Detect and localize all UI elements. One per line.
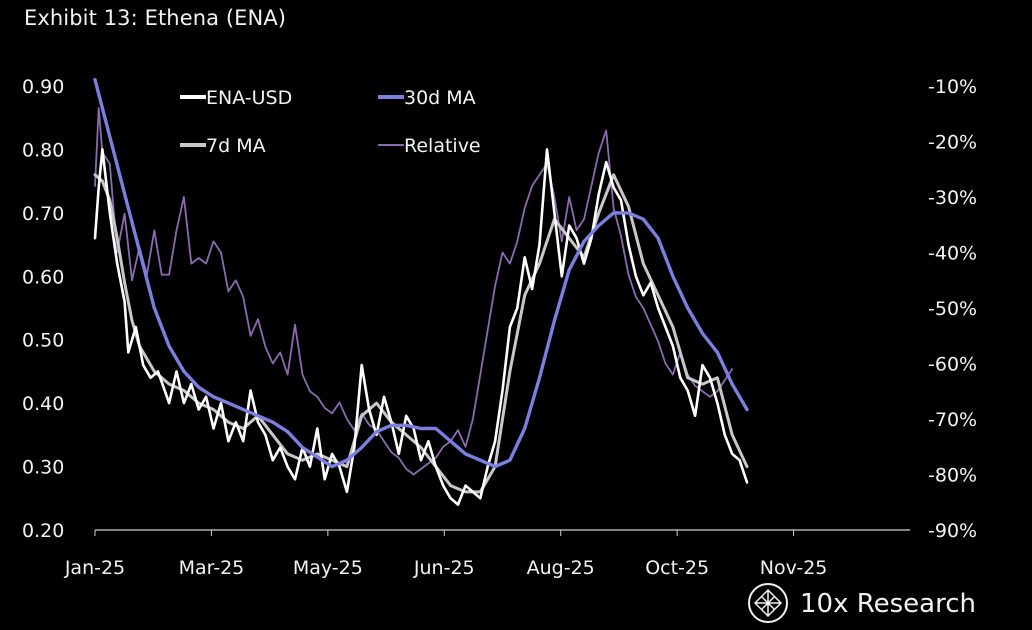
series-line-7d-ma (93, 173, 749, 494)
right-tick-label: -20% (928, 132, 977, 154)
right-tick-label: -80% (928, 465, 977, 487)
logo-circle-icon (748, 583, 788, 623)
right-tick-label: -60% (928, 354, 977, 376)
right-tick-label: -70% (928, 409, 977, 431)
legend-label: ENA-USD (206, 87, 292, 109)
x-tick-label: Mar-25 (179, 557, 245, 579)
brand-logo: 10x Research (748, 583, 976, 623)
x-tick-label: Jun-25 (413, 557, 475, 579)
left-tick-label: 0.80 (22, 139, 64, 161)
legend: ENA-USD 30d MA 7d MA Relative (180, 87, 481, 157)
right-tick-label: -50% (928, 298, 977, 320)
series-line-30d-ma (93, 77, 749, 469)
x-tick-label: Nov-25 (760, 557, 828, 579)
chart-title: Exhibit 13: Ethena (ENA) (24, 6, 287, 30)
brand-text: 10x Research (800, 589, 976, 619)
left-axis-ticks: 0.20 0.30 0.40 0.50 0.60 0.70 0.80 0.90 (22, 76, 64, 542)
left-tick-label: 0.50 (22, 330, 64, 352)
left-tick-label: 0.40 (22, 393, 64, 415)
x-tick-label: Oct-25 (645, 557, 709, 579)
x-axis-ticks: Jan-25 Mar-25 May-25 Jun-25 Aug-25 Oct-25 Nov-… (64, 530, 828, 579)
series-lines (93, 77, 749, 506)
x-tick-label: May-25 (293, 557, 363, 579)
left-tick-label: 0.30 (22, 457, 64, 479)
x-tick-label: Jan-25 (64, 557, 125, 579)
legend-label: Relative (404, 135, 481, 157)
logo-lattice-icon (753, 588, 783, 618)
right-axis-ticks: -10% -20% -30% -40% -50% -60% -70% -80% -90% (928, 76, 977, 542)
series-line-ena-usd (93, 148, 749, 506)
legend-label: 7d MA (206, 135, 266, 157)
legend-label: 30d MA (404, 87, 476, 109)
right-tick-label: -40% (928, 243, 977, 265)
left-tick-label: 0.60 (22, 266, 64, 288)
x-tick-label: Aug-25 (527, 557, 595, 579)
left-tick-label: 0.20 (22, 520, 64, 542)
left-tick-label: 0.90 (22, 76, 64, 98)
right-tick-label: -30% (928, 187, 977, 209)
right-tick-label: -90% (928, 520, 977, 542)
left-tick-label: 0.70 (22, 203, 64, 225)
series-line-relative (94, 107, 734, 476)
right-tick-label: -10% (928, 76, 977, 98)
